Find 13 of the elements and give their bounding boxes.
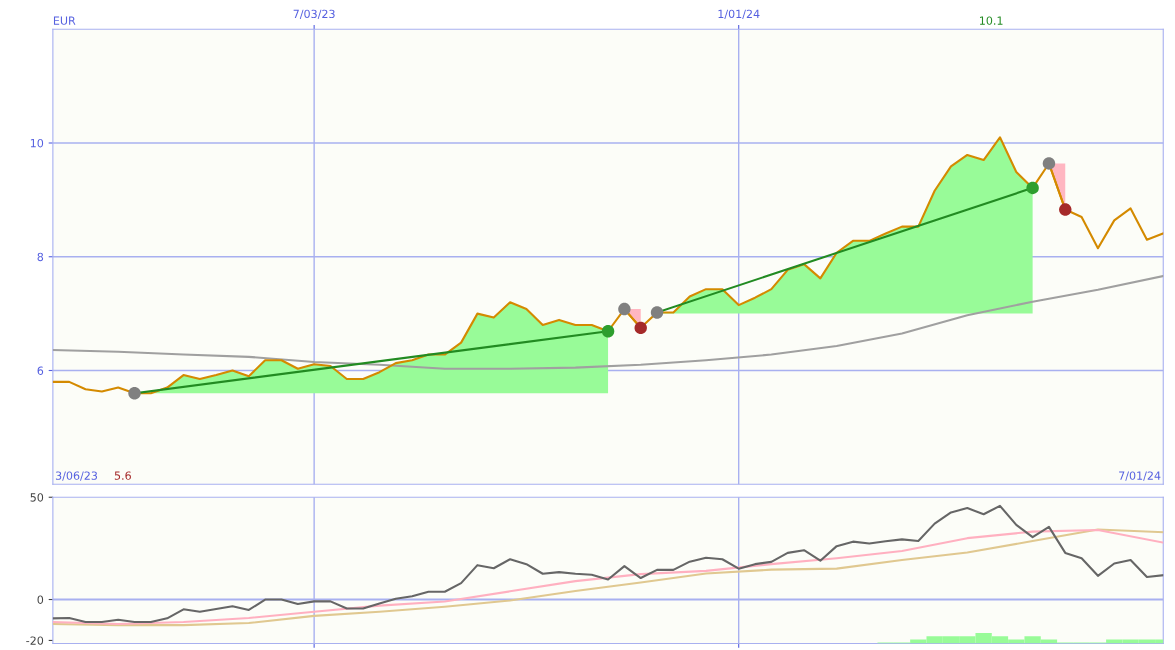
annotation: 7/01/24 [1119,471,1161,481]
annotation: 5.6 [114,471,131,480]
y-tick-label: 50 [30,493,44,502]
y-tick-label: 6 [37,366,44,375]
y-axis-title: EUR [53,16,76,25]
y-tick-label: -20 [26,636,44,645]
x-tick-label: 7/03/23 [293,9,335,19]
annotation: 3/06/23 [55,471,98,481]
text: 10.1 [979,16,1003,25]
x-tick-label: 1/01/24 [718,9,760,19]
y-tick-label: 8 [37,252,44,262]
y-tick-label: 0 [37,595,44,604]
y-tick-label: 10 [30,138,44,148]
